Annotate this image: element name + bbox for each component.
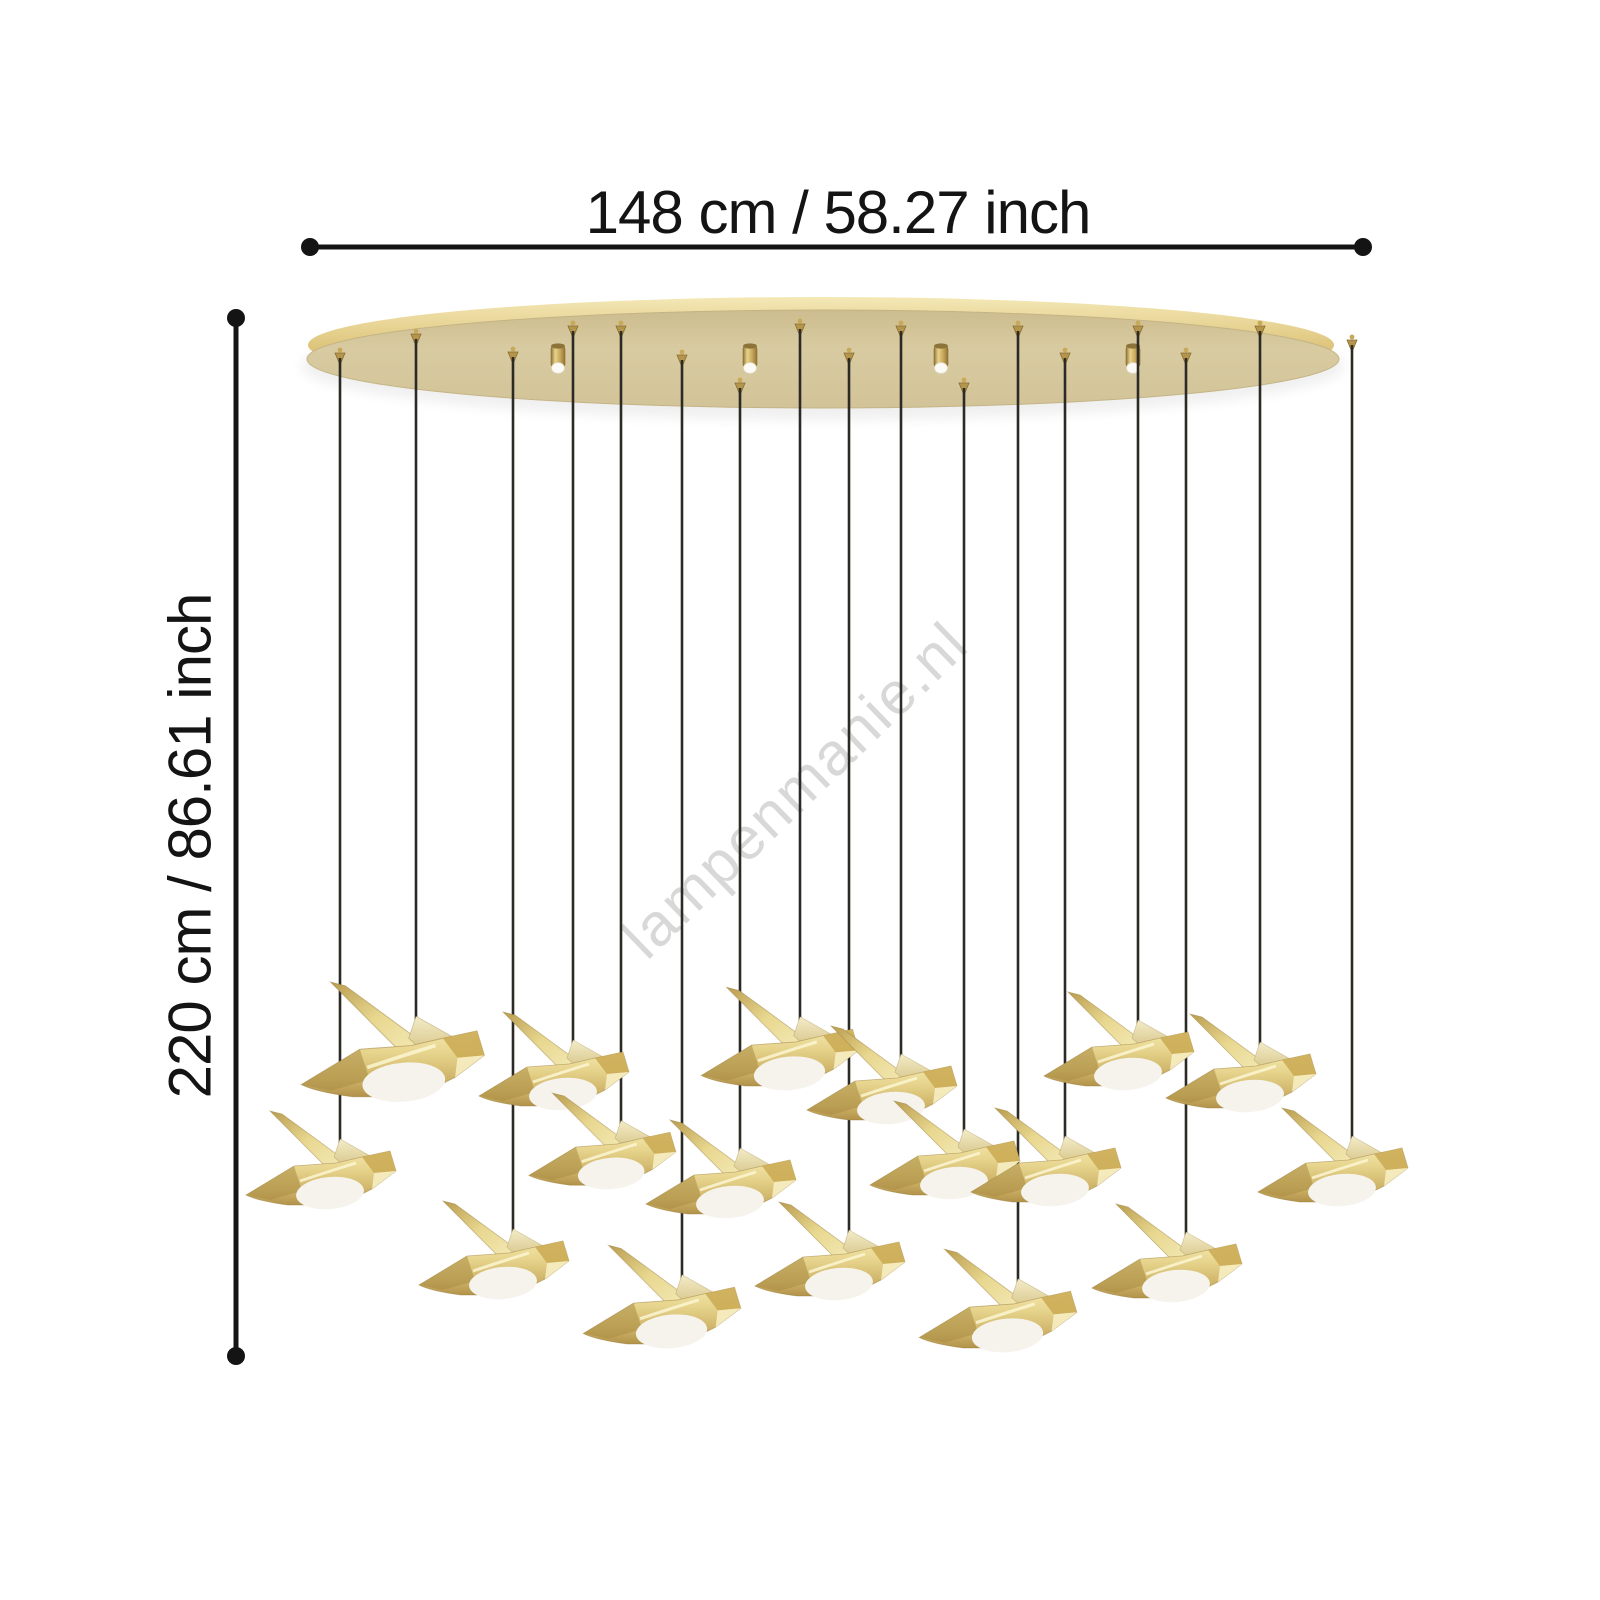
cable-gripper-pin bbox=[961, 377, 967, 383]
width-dimension-label: 148 cm / 58.27 inch bbox=[585, 179, 1092, 246]
height-dimension-endpoint-top bbox=[227, 309, 245, 327]
bird-pendant-icon bbox=[244, 1109, 398, 1214]
standoff-top bbox=[551, 343, 565, 349]
bird-pendant-icon bbox=[1256, 1106, 1410, 1211]
bird-pendant-icon bbox=[581, 1243, 743, 1353]
standoff-top bbox=[934, 343, 948, 349]
standoff-led-diffuser bbox=[934, 362, 948, 374]
width-dimension-endpoint-right bbox=[1354, 238, 1372, 256]
bird-pendants bbox=[244, 980, 1410, 1357]
bird-pendant-icon bbox=[1042, 990, 1196, 1095]
height-dimension-label: 220 cm / 86.61 inch bbox=[156, 593, 224, 1099]
cable-gripper-pin bbox=[797, 318, 803, 324]
cable-gripper-pin bbox=[337, 347, 343, 353]
bird-pendant-icon bbox=[299, 980, 487, 1108]
cable-gripper-pin bbox=[618, 320, 624, 326]
canopy-face bbox=[306, 309, 1340, 409]
cable-gripper-pin bbox=[510, 346, 516, 352]
cable-gripper-pin bbox=[570, 320, 576, 326]
cable-gripper-pin bbox=[1062, 347, 1068, 353]
bird-pendant-icon bbox=[1164, 1012, 1318, 1117]
cable-gripper-pin bbox=[1183, 347, 1189, 353]
bird-pendant-icon bbox=[753, 1200, 907, 1305]
canopy bbox=[301, 297, 1345, 420]
cable-gripper-pin bbox=[737, 377, 743, 383]
cable-gripper-pin bbox=[679, 349, 685, 355]
height-dimension-endpoint-bottom bbox=[227, 1347, 245, 1365]
canopy-standoffs bbox=[550, 343, 1141, 374]
cable-gripper-pin bbox=[1135, 320, 1141, 326]
standoff-led-diffuser bbox=[551, 362, 565, 374]
standoff-led-diffuser bbox=[1126, 362, 1140, 374]
bird-pendant-icon bbox=[477, 1010, 631, 1115]
bird-pendant-icon bbox=[699, 985, 861, 1095]
bird-pendant-icon bbox=[417, 1199, 571, 1304]
standoff-top bbox=[1126, 343, 1140, 349]
dimension-lines bbox=[227, 238, 1372, 1365]
bird-pendant-icon bbox=[917, 1247, 1079, 1357]
cable-gripper-pin bbox=[846, 347, 852, 353]
standoff-top bbox=[743, 343, 757, 349]
suspension-cables bbox=[338, 329, 1354, 1315]
cable-gripper-pin bbox=[1257, 320, 1263, 326]
standoff-led-diffuser bbox=[743, 362, 757, 374]
cable-gripper-pin bbox=[1015, 320, 1021, 326]
cable-gripper-pin bbox=[898, 320, 904, 326]
width-dimension-endpoint-left bbox=[301, 238, 319, 256]
bird-pendant-icon bbox=[1090, 1202, 1244, 1307]
cable-gripper-pin bbox=[413, 328, 419, 334]
cable-gripper-pin bbox=[1349, 334, 1355, 340]
